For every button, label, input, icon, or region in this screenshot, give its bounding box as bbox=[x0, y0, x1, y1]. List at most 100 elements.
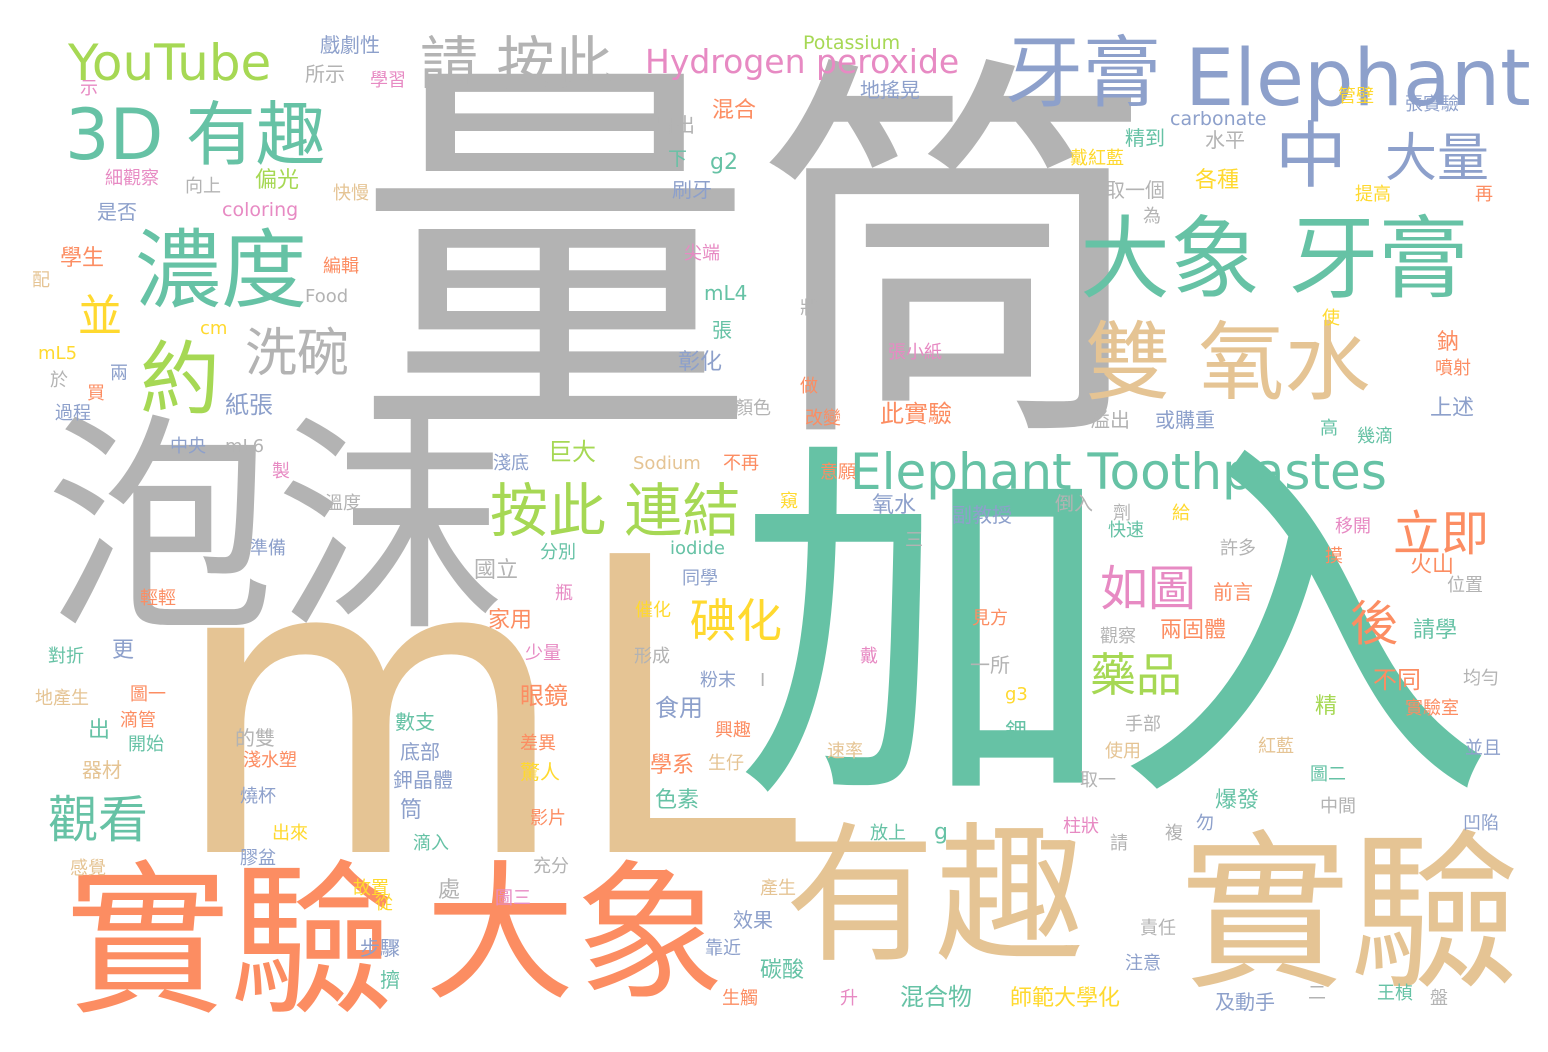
word: 鉀 bbox=[1005, 720, 1028, 745]
word: 提高 bbox=[1355, 184, 1391, 205]
word: 氧水 bbox=[872, 493, 917, 518]
word: mL4 bbox=[704, 281, 748, 305]
word: 同學 bbox=[682, 568, 718, 589]
word: 過程 bbox=[55, 403, 91, 424]
word: g2 bbox=[710, 150, 738, 175]
word: 再 bbox=[1475, 184, 1493, 205]
word: 使 bbox=[1322, 308, 1340, 329]
word: 準備 bbox=[250, 538, 286, 559]
word: g3 bbox=[1005, 684, 1028, 705]
word: 對折 bbox=[48, 646, 84, 667]
word: 國立 bbox=[474, 558, 519, 583]
word: 勿 bbox=[1196, 813, 1214, 834]
word: 副教授 bbox=[952, 503, 1012, 527]
word: 催化 bbox=[635, 600, 671, 621]
word: 學生 bbox=[60, 246, 105, 271]
word: mL5 bbox=[38, 343, 78, 364]
word: 請 bbox=[1110, 833, 1128, 854]
word: 並 bbox=[78, 291, 122, 342]
word: 放上 bbox=[870, 823, 906, 844]
word: 此實驗 bbox=[880, 400, 952, 428]
word: 雙 氧水 bbox=[1085, 313, 1371, 413]
word: mL6 bbox=[225, 436, 265, 457]
word: 兩 bbox=[110, 363, 128, 384]
word: 盤 bbox=[1430, 988, 1448, 1009]
word: 做 bbox=[800, 376, 818, 397]
word: 充分 bbox=[533, 856, 569, 877]
word: 觀察 bbox=[1100, 626, 1136, 647]
word: 淺水塑 bbox=[243, 750, 297, 771]
word: 升 bbox=[840, 988, 858, 1009]
word: 劑 bbox=[1113, 503, 1131, 524]
word: 於 bbox=[50, 370, 68, 391]
word: 取一個 bbox=[1105, 178, 1165, 202]
word: 家用 bbox=[488, 608, 533, 633]
word: 學習 bbox=[370, 70, 406, 91]
word: 擠 bbox=[380, 968, 400, 992]
word: 影片 bbox=[530, 808, 566, 829]
word: 形成 bbox=[634, 646, 670, 667]
word: 快慢 bbox=[333, 183, 369, 204]
word: 數支 bbox=[395, 710, 435, 734]
word: 食用 bbox=[655, 694, 703, 722]
word: 從 bbox=[375, 893, 393, 914]
word: 按此 連結 bbox=[490, 477, 741, 545]
word: 兩固體 bbox=[1160, 618, 1227, 643]
word: 戲劇性 bbox=[320, 33, 380, 57]
word: 偏光 bbox=[255, 168, 300, 193]
word: 王楨 bbox=[1377, 983, 1413, 1004]
word: 改變 bbox=[805, 408, 841, 429]
word: 三 bbox=[905, 530, 923, 551]
word: mL bbox=[170, 471, 798, 949]
word: 大象 牙膏 bbox=[1080, 207, 1469, 312]
word: 為 bbox=[1143, 206, 1161, 227]
word: 凹陷 bbox=[1463, 813, 1499, 834]
word: 後 bbox=[1350, 596, 1399, 652]
word: 均勻 bbox=[1463, 668, 1499, 689]
word: 實驗 bbox=[65, 846, 395, 1038]
word: 地產生 bbox=[35, 688, 89, 709]
word: 眼鏡 bbox=[520, 682, 568, 710]
word: 手部 bbox=[1125, 714, 1161, 735]
word: 紅藍 bbox=[1258, 736, 1294, 757]
word: 複 bbox=[1165, 823, 1183, 844]
word: 中間 bbox=[1320, 796, 1356, 817]
word: 有趣 bbox=[785, 810, 1086, 984]
word: 快速 bbox=[1108, 520, 1144, 541]
word: coloring bbox=[222, 199, 299, 221]
word: 瓶 bbox=[555, 583, 573, 604]
word: 柱狀 bbox=[1063, 816, 1099, 837]
word: 出來 bbox=[272, 823, 308, 844]
word: 大象 bbox=[425, 848, 726, 1022]
word: 實驗室 bbox=[1405, 698, 1459, 719]
word: 見方 bbox=[972, 608, 1008, 629]
word: 少量 bbox=[525, 643, 561, 664]
word: 巨大 bbox=[548, 438, 596, 466]
word: 量筒 bbox=[355, 27, 1155, 492]
word: 濃度 bbox=[135, 221, 307, 321]
word: 生觸 bbox=[722, 988, 758, 1009]
word: 差異 bbox=[520, 733, 556, 754]
word: 是否 bbox=[97, 200, 137, 224]
word: 速率 bbox=[827, 741, 863, 762]
word: Elephant Toothpastes bbox=[850, 443, 1387, 501]
word: 買 bbox=[87, 383, 105, 404]
word: I bbox=[760, 670, 766, 691]
word: 高 bbox=[1320, 418, 1338, 439]
word: 刷牙 bbox=[672, 178, 712, 202]
word: 故置 bbox=[353, 878, 389, 899]
word: 移開 bbox=[1335, 516, 1371, 537]
word: 下 bbox=[668, 148, 688, 170]
word: 張小紙 bbox=[888, 342, 942, 363]
word: 牙膏 bbox=[1005, 29, 1162, 119]
word: 彰化 bbox=[678, 350, 723, 375]
word: 上述 bbox=[1430, 396, 1475, 421]
word: 溢出 bbox=[1090, 408, 1130, 432]
word: 中 bbox=[1275, 114, 1348, 198]
word: 給 bbox=[1172, 503, 1190, 524]
word: 師範大學化 bbox=[1010, 986, 1121, 1011]
word: 器材 bbox=[82, 758, 122, 782]
word: 管壁 bbox=[1338, 86, 1374, 107]
word: 產生 bbox=[760, 878, 796, 899]
